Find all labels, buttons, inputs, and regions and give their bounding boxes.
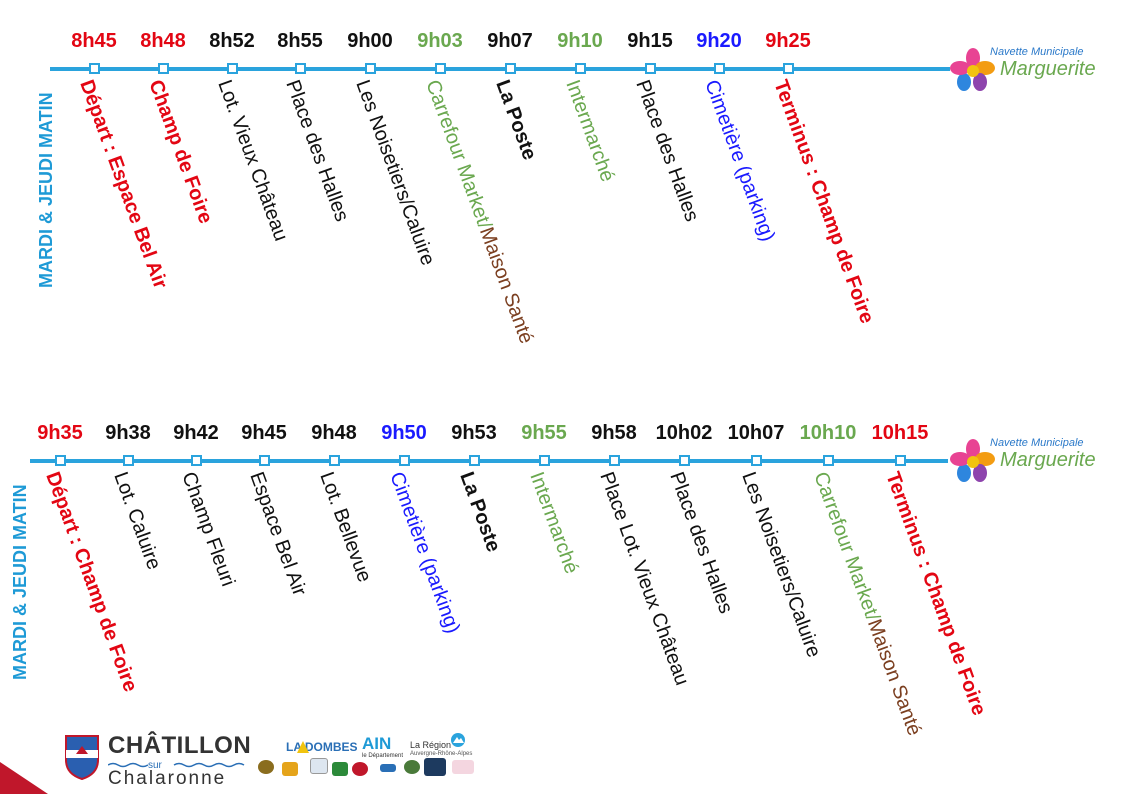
- stop-time: 9h48: [311, 422, 357, 444]
- stop-marker: [158, 63, 169, 74]
- stop-marker: [783, 63, 794, 74]
- stop-name: Place des Halles: [665, 469, 737, 617]
- partner-logo: [452, 760, 474, 774]
- shuttle-logo-line1: Navette Municipale: [990, 46, 1084, 58]
- footer: CHÂTILLON sur Chalaronne LA DOMBES AIN l…: [0, 720, 520, 794]
- stop-marker: [751, 455, 762, 466]
- stop-marker: [609, 455, 620, 466]
- stop-time: 9h45: [241, 422, 287, 444]
- partner-region-sub: Auvergne-Rhône-Alpes: [410, 751, 473, 757]
- city-sur: sur: [148, 760, 162, 771]
- stop-time: 10h10: [799, 422, 857, 444]
- stop-name-part: Maison Santé: [862, 616, 926, 739]
- corner-decoration: [0, 762, 48, 794]
- stop-time: 10h07: [727, 422, 785, 444]
- city-river: Chalaronne: [108, 768, 227, 789]
- stop-time: 10h15: [871, 422, 929, 444]
- stop-name: Espace Bel Air: [245, 469, 311, 599]
- stop-marker: [365, 63, 376, 74]
- stop-marker: [191, 455, 202, 466]
- partner-ain: AIN: [362, 734, 392, 753]
- city-name: CHÂTILLON: [108, 732, 252, 759]
- stop-marker: [714, 63, 725, 74]
- region-icon: [451, 733, 465, 747]
- stop-name: Intermarché: [525, 469, 583, 577]
- partner-logo: [352, 762, 368, 776]
- shuttle-logo: Navette Municipale Marguerite: [950, 44, 1096, 94]
- stop-time: 9h10: [557, 30, 603, 52]
- flower-icon: [950, 48, 995, 91]
- stop-name: Champ Fleuri: [177, 469, 240, 590]
- stop-name-part: Carrefour Market/: [809, 469, 884, 624]
- shuttle-logo-line2: Marguerite: [1000, 449, 1096, 471]
- stop-time: 8h55: [277, 30, 323, 52]
- stop-marker: [539, 455, 550, 466]
- stop-marker: [895, 455, 906, 466]
- stop-marker: [823, 455, 834, 466]
- stop-name: La Poste: [455, 469, 505, 555]
- stop-time: 9h07: [487, 30, 533, 52]
- stop-marker: [399, 455, 410, 466]
- stop-time: 8h45: [71, 30, 117, 52]
- stop-name: Lot. Bellevue: [315, 469, 376, 586]
- stop-marker: [329, 455, 340, 466]
- stop-time: 8h52: [209, 30, 255, 52]
- stop-time: 9h35: [37, 422, 83, 444]
- stop-name: Lot. Caluire: [109, 469, 165, 573]
- stop-marker: [89, 63, 100, 74]
- crest-icon: [65, 735, 99, 780]
- stop-marker: [123, 455, 134, 466]
- schedule-section-2: MARDI & JEUDI MATIN 9h35 Départ : Champ d…: [0, 0, 1123, 739]
- stop-marker: [575, 63, 586, 74]
- stop-time: 9h25: [765, 30, 811, 52]
- stop-time: 9h55: [521, 422, 567, 444]
- partner-logo: [424, 758, 446, 776]
- stop-time: 9h03: [417, 30, 463, 52]
- partner-logo: [404, 760, 420, 774]
- schedule-section-1: MARDI & JEUDI MATIN 8h45 Départ : Espace …: [0, 0, 1123, 380]
- stop-marker: [435, 63, 446, 74]
- stop-marker: [227, 63, 238, 74]
- stop-marker: [259, 455, 270, 466]
- shuttle-logo: Navette Municipale Marguerite: [950, 435, 1096, 485]
- flower-icon: [950, 439, 995, 482]
- partner-logo: [258, 760, 274, 774]
- partner-logo: [310, 758, 328, 774]
- triangle-icon: [297, 741, 309, 753]
- route-line: [50, 67, 950, 71]
- partner-ain-sub: le Département: [362, 753, 404, 759]
- stop-marker: [505, 63, 516, 74]
- stop-time: 9h00: [347, 30, 393, 52]
- stop-time: 9h58: [591, 422, 637, 444]
- stop-marker: [55, 455, 66, 466]
- stop-name: Les Noisetiers/Caluire: [737, 469, 825, 661]
- stop-marker: [645, 63, 656, 74]
- stop-marker: [295, 63, 306, 74]
- partner-logo: [332, 762, 348, 776]
- partner-logo: [380, 764, 396, 772]
- wave-icon: [108, 762, 245, 768]
- stop-time: 9h20: [696, 30, 742, 52]
- stop-time: 9h42: [173, 422, 219, 444]
- stop-time: 9h15: [627, 30, 673, 52]
- stop-time: 8h48: [140, 30, 186, 52]
- stop-marker: [469, 455, 480, 466]
- stop-time: 10h02: [655, 422, 713, 444]
- section-title: MARDI & JEUDI MATIN: [10, 484, 30, 680]
- stop-time: 9h50: [381, 422, 427, 444]
- partner-region: La Région: [410, 740, 452, 750]
- stop-name: Cimetière (parking): [385, 469, 465, 637]
- route-line: [30, 459, 948, 463]
- stop-time: 9h53: [451, 422, 497, 444]
- shuttle-logo-line1: Navette Municipale: [990, 437, 1084, 449]
- partner-logo: [282, 762, 298, 776]
- stop-marker: [679, 455, 690, 466]
- stop-time: 9h38: [105, 422, 151, 444]
- shuttle-logo-line2: Marguerite: [1000, 58, 1096, 80]
